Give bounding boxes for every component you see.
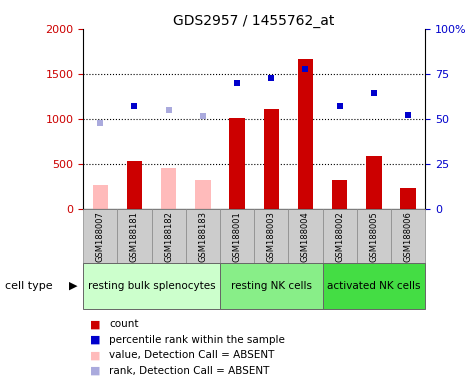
Bar	[264, 109, 279, 209]
Text: resting bulk splenocytes: resting bulk splenocytes	[88, 281, 215, 291]
Text: count: count	[109, 319, 139, 329]
Text: ▶: ▶	[69, 281, 78, 291]
Text: ■: ■	[90, 366, 101, 376]
Bar	[93, 185, 108, 209]
Bar	[117, 209, 152, 263]
Text: ■: ■	[90, 350, 101, 360]
Text: GSM188007: GSM188007	[96, 211, 104, 262]
Text: GSM188006: GSM188006	[404, 211, 412, 262]
Bar	[83, 209, 117, 263]
Text: GSM188002: GSM188002	[335, 211, 344, 262]
Text: GSM188001: GSM188001	[233, 211, 241, 262]
Text: GSM188005: GSM188005	[370, 211, 378, 262]
Bar	[220, 263, 323, 309]
Bar	[288, 209, 323, 263]
Bar	[161, 168, 176, 209]
Bar	[332, 179, 347, 209]
Text: value, Detection Call = ABSENT: value, Detection Call = ABSENT	[109, 350, 275, 360]
Text: GSM188181: GSM188181	[130, 211, 139, 262]
Bar	[195, 179, 210, 209]
Bar	[357, 209, 391, 263]
Text: GSM188182: GSM188182	[164, 211, 173, 262]
Text: GSM188183: GSM188183	[199, 211, 207, 262]
Bar	[391, 209, 425, 263]
Bar	[298, 60, 313, 209]
Bar	[229, 118, 245, 209]
Text: ■: ■	[90, 335, 101, 345]
Bar	[83, 263, 220, 309]
Bar	[323, 263, 425, 309]
Bar	[220, 209, 254, 263]
Text: GSM188003: GSM188003	[267, 211, 276, 262]
Bar	[366, 156, 381, 209]
Text: GSM188004: GSM188004	[301, 211, 310, 262]
Title: GDS2957 / 1455762_at: GDS2957 / 1455762_at	[173, 14, 335, 28]
Bar	[127, 161, 142, 209]
Text: resting NK cells: resting NK cells	[231, 281, 312, 291]
Text: ■: ■	[90, 319, 101, 329]
Bar	[152, 209, 186, 263]
Bar	[400, 188, 416, 209]
Text: activated NK cells: activated NK cells	[327, 281, 420, 291]
Bar	[254, 209, 288, 263]
Text: cell type: cell type	[5, 281, 52, 291]
Text: percentile rank within the sample: percentile rank within the sample	[109, 335, 285, 345]
Text: rank, Detection Call = ABSENT: rank, Detection Call = ABSENT	[109, 366, 270, 376]
Bar	[323, 209, 357, 263]
Bar	[186, 209, 220, 263]
